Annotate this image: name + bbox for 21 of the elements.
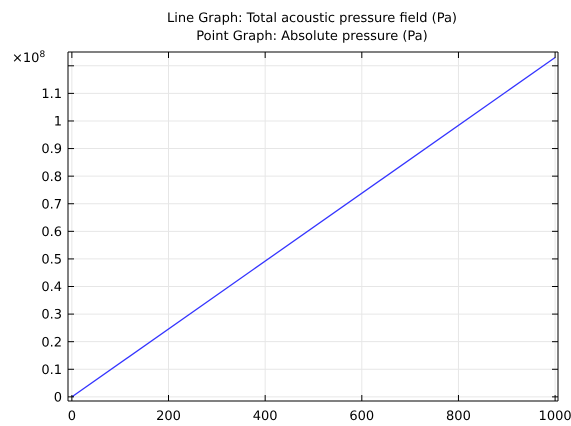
chart-title: Line Graph: Total acoustic pressure field (Pa) bbox=[166, 11, 458, 26]
y-tick-label: 0.5 bbox=[41, 252, 62, 268]
x-tick-label: 1000 bbox=[538, 409, 571, 424]
y-tick-label: 0.1 bbox=[41, 362, 62, 378]
x-tick-label: 0 bbox=[68, 409, 76, 424]
x-tick-label: 200 bbox=[156, 409, 181, 424]
x-tick-label: 600 bbox=[349, 409, 374, 424]
y-tick-label: 0.4 bbox=[41, 280, 62, 296]
x-tick-label: 400 bbox=[252, 409, 278, 424]
y-tick-label: 1 bbox=[54, 114, 62, 130]
y-tick-label: 0.8 bbox=[41, 170, 62, 185]
y-tick-label: 0.2 bbox=[41, 335, 62, 350]
y-tick-label: 0.3 bbox=[41, 308, 62, 323]
y-tick-label: 0.7 bbox=[41, 197, 62, 212]
y-tick-label: 0 bbox=[54, 390, 62, 406]
chart-subtitle: Point Graph: Absolute pressure (Pa) bbox=[196, 29, 428, 44]
x-tick-label: 800 bbox=[446, 409, 471, 424]
y-tick-label: 0.6 bbox=[41, 224, 62, 240]
y-axis-title: ×10$^{8}$ bbox=[12, 50, 46, 66]
y-tick-label: 0.9 bbox=[41, 142, 62, 158]
y-tick-label: 1.1 bbox=[41, 87, 62, 102]
